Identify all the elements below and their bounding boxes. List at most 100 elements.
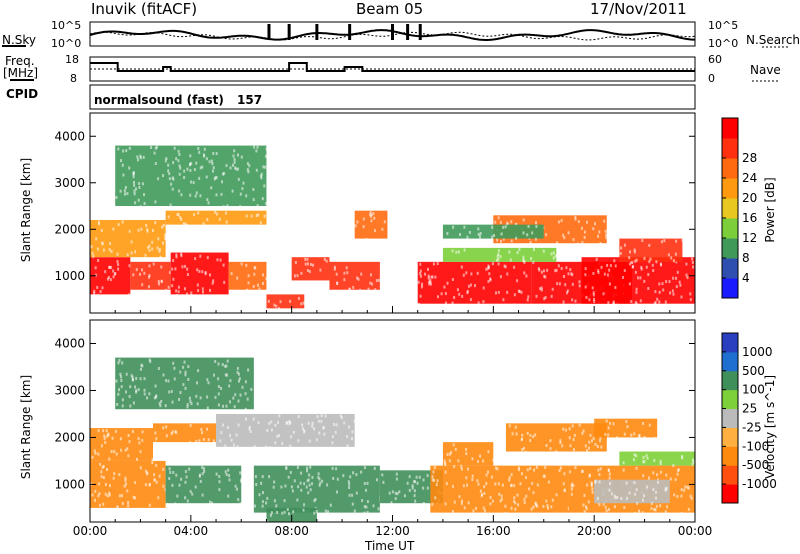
- power-gap: [202, 290, 204, 294]
- velocity-gap: [120, 385, 123, 389]
- velocity-gap: [348, 482, 351, 486]
- power-gap: [143, 202, 146, 205]
- velocity-gap: [331, 441, 334, 445]
- velocity-gap: [568, 427, 571, 431]
- power-gap: [609, 264, 612, 268]
- velocity-gap: [445, 482, 448, 486]
- velocity-ylabel: Slant Range [km]: [19, 374, 33, 480]
- velocity-gap: [612, 422, 615, 426]
- velocity-gap: [206, 378, 209, 382]
- power-gap: [631, 261, 634, 264]
- power-gap: [572, 238, 575, 242]
- velocity-gap: [322, 426, 325, 429]
- velocity-gap: [272, 485, 275, 489]
- power-gap: [535, 294, 538, 298]
- velocity-gap: [255, 483, 258, 486]
- power-gap: [195, 161, 198, 165]
- power-gap: [100, 229, 103, 232]
- velocity-gap: [491, 499, 494, 503]
- velocity-gap: [451, 510, 454, 513]
- power-gap: [622, 276, 624, 279]
- cpid-label: CPID: [6, 87, 39, 101]
- power-gap: [427, 274, 430, 278]
- power-gap: [357, 277, 360, 281]
- velocity-gap: [224, 373, 227, 377]
- power-gap: [148, 264, 151, 268]
- power-gap: [495, 291, 497, 295]
- velocity-gap: [562, 482, 565, 486]
- velocity-gap: [653, 508, 656, 511]
- power-gap: [121, 220, 124, 224]
- velocity-gap: [164, 404, 167, 408]
- power-gap: [455, 250, 458, 254]
- power-gap: [197, 211, 200, 215]
- power-gap: [581, 241, 584, 244]
- velocity-gap: [277, 421, 279, 424]
- velocity-gap: [309, 488, 312, 492]
- power-gap: [372, 212, 375, 216]
- velocity-gap: [519, 482, 522, 486]
- velocity-gap: [207, 381, 210, 385]
- velocity-gap: [529, 439, 532, 442]
- velocity-gap: [348, 425, 350, 429]
- power-gap: [635, 290, 638, 294]
- power-gap: [362, 225, 365, 229]
- velocity-gap: [633, 453, 636, 457]
- velocity-gap: [144, 483, 147, 487]
- velocity-gap: [273, 499, 276, 503]
- power-gap: [550, 252, 553, 256]
- velocity-gap: [680, 512, 683, 515]
- power-gap: [261, 197, 264, 201]
- velocity-gap: [501, 483, 504, 487]
- velocity-gap: [643, 494, 645, 498]
- power-gap: [497, 216, 500, 220]
- power-gap: [429, 279, 432, 283]
- date-title: 17/Nov/2011: [590, 0, 687, 18]
- velocity-gap: [284, 484, 287, 488]
- velocity-gap: [262, 491, 264, 495]
- velocity-gap: [201, 472, 204, 476]
- velocity-gap: [458, 495, 461, 499]
- velocity-gap: [155, 395, 158, 399]
- velocity-gap: [102, 502, 105, 506]
- power-gap: [206, 256, 209, 260]
- velocity-gap: [597, 468, 600, 472]
- power-gap: [123, 189, 126, 193]
- power-gap: [453, 296, 456, 299]
- velocity-gap: [496, 467, 499, 471]
- velocity-gap: [238, 377, 241, 381]
- velocity-gap: [508, 476, 511, 480]
- power-gap: [670, 256, 673, 260]
- velocity-gap: [620, 497, 623, 500]
- velocity-gap: [225, 404, 228, 408]
- velocity-gap: [290, 435, 293, 439]
- velocity-gap: [416, 481, 419, 485]
- power-gap: [178, 189, 181, 193]
- power-gap: [203, 153, 205, 157]
- power-gap: [370, 213, 373, 217]
- noise-left-tick-top: 10^5: [51, 19, 82, 32]
- power-gap: [689, 292, 692, 296]
- power-gap: [97, 220, 100, 224]
- velocity-gap: [135, 376, 138, 380]
- velocity-gap: [107, 433, 110, 437]
- power-gap: [245, 194, 248, 198]
- power-gap: [544, 275, 547, 279]
- power-ytick-label: 4000: [54, 129, 85, 143]
- power-gap: [240, 155, 243, 159]
- power-gap: [135, 268, 138, 272]
- power-gap: [679, 283, 682, 287]
- power-gap: [294, 274, 296, 278]
- power-gap: [236, 276, 239, 280]
- velocity-gap: [139, 367, 142, 371]
- power-gap: [546, 268, 549, 272]
- velocity-gap: [129, 404, 132, 408]
- velocity-gap: [490, 475, 493, 479]
- velocity-gap: [148, 483, 151, 487]
- power-gap: [189, 162, 191, 166]
- velocity-colorbar-swatch: [722, 465, 738, 485]
- power-gap: [253, 272, 256, 276]
- station-title: Inuvik (fitACF): [91, 0, 198, 18]
- velocity-gap: [654, 508, 657, 512]
- power-gap: [99, 290, 102, 294]
